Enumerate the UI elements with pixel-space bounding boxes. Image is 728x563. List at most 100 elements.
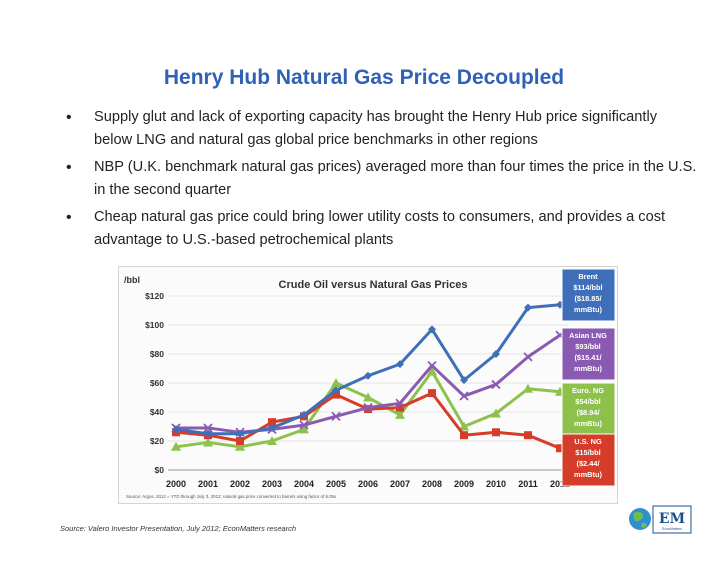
x-tick-label: 2004 bbox=[294, 479, 314, 489]
data-point-us_ng bbox=[460, 431, 468, 440]
y-tick-label: $80 bbox=[150, 349, 164, 359]
source-note: Source: Valero Investor Presentation, Ju… bbox=[60, 524, 297, 533]
series-callouts: Brent $114/bbl ($18.85/mmBtu) Asian LNG $93/… bbox=[561, 268, 616, 487]
data-point-euro_ng bbox=[427, 366, 437, 376]
chart-title: Crude Oil versus Natural Gas Prices bbox=[279, 279, 468, 291]
slide-title: Henry Hub Natural Gas Price Decoupled bbox=[163, 66, 565, 89]
x-tick-label: 2008 bbox=[422, 479, 442, 489]
data-point-us_ng bbox=[236, 437, 244, 445]
x-tick-label: 2012 bbox=[550, 479, 570, 489]
data-point-asian_lng bbox=[395, 398, 405, 408]
data-point-brent bbox=[332, 386, 340, 395]
callout-asian_lng: Asian LNG $93/bbl ($15.41/mmBtu) bbox=[561, 327, 616, 381]
data-point-us_ng bbox=[428, 389, 436, 398]
bullet-list: • Supply glut and lack of exporting capac… bbox=[58, 106, 698, 256]
data-point-brent bbox=[236, 429, 244, 438]
globe-land bbox=[633, 511, 647, 528]
data-point-euro_ng bbox=[523, 383, 533, 393]
bullet-item: • Supply glut and lack of exporting capac… bbox=[58, 106, 698, 152]
series-group bbox=[171, 300, 565, 453]
data-point-euro_ng bbox=[459, 421, 469, 431]
y-tick-label: $20 bbox=[150, 436, 164, 446]
callout-euro_ng: Euro. NG $54/bbl ($8.94/mmBtu) bbox=[561, 382, 616, 436]
data-point-brent bbox=[460, 376, 468, 385]
bullet-dot-icon: • bbox=[66, 209, 72, 226]
data-point-brent bbox=[524, 303, 532, 312]
callout-box-brent bbox=[561, 268, 616, 322]
data-point-asian_lng bbox=[459, 391, 469, 401]
logo-subtext: EconMatters bbox=[662, 527, 682, 531]
data-point-euro_ng bbox=[395, 409, 405, 419]
callout-us_ng: U.S. NG $15/bbl ($2.44/mmBtu) bbox=[561, 433, 616, 487]
bullet-text: Cheap natural gas price could bring lowe… bbox=[94, 209, 666, 248]
callout-text: ($2.44/ bbox=[576, 459, 599, 468]
x-tick-label: 2007 bbox=[390, 479, 410, 489]
econmatters-logo: EM EconMatters bbox=[629, 505, 692, 534]
data-point-euro_ng bbox=[171, 441, 181, 451]
data-point-brent bbox=[204, 429, 212, 438]
x-tick-label: 2000 bbox=[166, 479, 186, 489]
bullet-dot-icon: • bbox=[66, 159, 72, 176]
x-tick-label: 2005 bbox=[326, 479, 346, 489]
data-point-brent bbox=[300, 410, 308, 419]
data-point-asian_lng bbox=[203, 423, 213, 433]
callout-text: $114/bbl bbox=[573, 283, 602, 292]
x-tick-label: 2009 bbox=[454, 479, 474, 489]
bullet-item: • NBP (U.K. benchmark natural gas prices)… bbox=[58, 156, 698, 202]
data-point-asian_lng bbox=[427, 360, 437, 371]
callout-text: Brent bbox=[578, 272, 598, 281]
y-tick-label: $120 bbox=[145, 291, 164, 301]
callout-brent: Brent $114/bbl ($18.85/mmBtu) bbox=[561, 268, 616, 322]
callout-box-asian_lng bbox=[561, 327, 616, 381]
callout-text: mmBtu) bbox=[574, 470, 602, 479]
data-point-brent bbox=[364, 371, 372, 380]
data-point-euro_ng bbox=[363, 392, 373, 402]
y-tick-label: $0 bbox=[155, 465, 165, 475]
x-tick-label: 2011 bbox=[518, 479, 538, 489]
bullet-dot-icon: • bbox=[66, 109, 72, 126]
callout-text: Asian LNG bbox=[569, 331, 607, 340]
logo-plate bbox=[652, 505, 692, 534]
callout-text: mmBtu) bbox=[574, 364, 602, 373]
data-point-brent bbox=[428, 325, 436, 334]
data-point-euro_ng bbox=[203, 437, 213, 447]
data-point-asian_lng bbox=[491, 379, 501, 390]
y-tick-label: $40 bbox=[150, 407, 164, 417]
data-point-euro_ng bbox=[267, 436, 277, 445]
callout-text: ($18.85/ bbox=[574, 294, 601, 303]
data-point-brent bbox=[268, 423, 276, 432]
callout-box-euro_ng bbox=[561, 382, 616, 436]
callout-text: $54/bbl bbox=[575, 397, 600, 406]
callout-text: ($15.41/ bbox=[574, 353, 601, 362]
bullet-text: NBP (U.K. benchmark natural gas prices) … bbox=[94, 159, 697, 198]
callout-text: Euro. NG bbox=[572, 386, 604, 395]
data-point-us_ng bbox=[492, 428, 500, 437]
data-point-asian_lng bbox=[363, 403, 373, 413]
data-point-us_ng bbox=[396, 403, 404, 412]
data-point-brent bbox=[492, 350, 500, 358]
callout-text: $15/bbl bbox=[575, 448, 600, 457]
callout-text: ($8.94/ bbox=[576, 408, 599, 417]
logo-text: EM bbox=[659, 511, 685, 527]
callout-text: $93/bbl bbox=[575, 342, 600, 351]
bullet-text: Supply glut and lack of exporting capaci… bbox=[94, 109, 657, 148]
x-tick-labels: 2000 2001 2002 2003 2004 2005 2006 2007 2008 2009… bbox=[166, 479, 570, 489]
data-point-euro_ng bbox=[299, 424, 309, 434]
data-point-asian_lng bbox=[523, 352, 533, 362]
y-tick-label: $100 bbox=[145, 320, 164, 330]
data-point-brent bbox=[172, 425, 180, 434]
callout-text: mmBtu) bbox=[574, 305, 602, 314]
data-point-us_ng bbox=[332, 390, 340, 399]
chart-footnote: Source: Argus, 2012 = YTD through July 3… bbox=[126, 494, 337, 499]
data-point-asian_lng bbox=[299, 420, 309, 430]
y-axis-label: /bbl bbox=[124, 275, 140, 285]
callout-box-us_ng bbox=[561, 433, 616, 487]
bullet-item: • Cheap natural gas price could bring low… bbox=[58, 206, 698, 252]
x-tick-label: 2001 bbox=[198, 479, 218, 489]
chart-frame bbox=[118, 266, 618, 504]
x-tick-label: 2010 bbox=[486, 479, 506, 489]
x-tick-label: 2002 bbox=[230, 479, 250, 489]
callout-text: U.S. NG bbox=[574, 437, 602, 446]
data-point-us_ng bbox=[268, 418, 276, 427]
price-chart: Crude Oil versus Natural Gas Prices /bbl… bbox=[118, 266, 618, 504]
